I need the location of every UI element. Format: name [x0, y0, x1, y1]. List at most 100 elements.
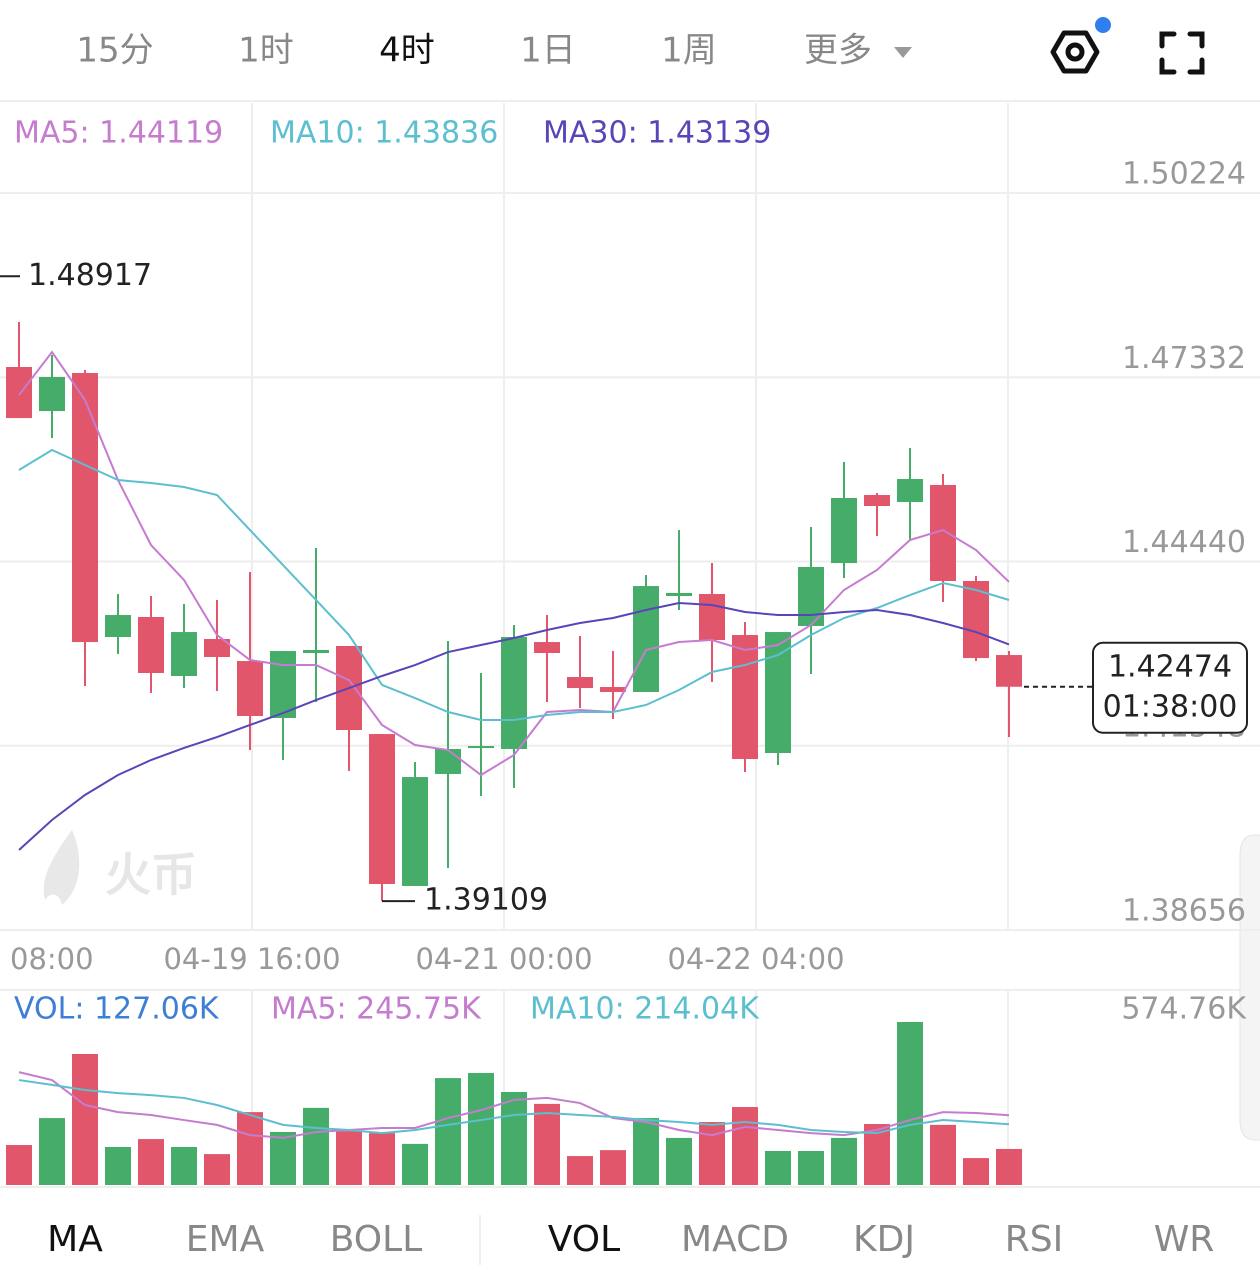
indicator-tab[interactable]: WR: [1154, 1219, 1215, 1260]
indicator-tab[interactable]: MA: [47, 1219, 103, 1260]
watermark-logo: [43, 830, 80, 905]
candle-body: [303, 650, 329, 653]
candle-body: [600, 687, 626, 692]
legend-entry: MA10: 214.04K: [530, 992, 760, 1027]
indicator-tab[interactable]: RSI: [1005, 1219, 1063, 1260]
volume-bar: [204, 1154, 230, 1185]
max-label: 1.48917: [28, 258, 152, 293]
candle-body: [237, 661, 263, 717]
candle-body: [765, 632, 791, 754]
volume-bar: [732, 1107, 758, 1185]
candle-body: [105, 615, 131, 638]
settings-icon-core: [1065, 42, 1085, 62]
legend-entry: VOL: 127.06K: [14, 992, 220, 1027]
candle-body: [633, 586, 659, 692]
volume-bar: [270, 1131, 296, 1185]
tab[interactable]: 1日: [520, 31, 576, 71]
indicator-tab[interactable]: MACD: [681, 1219, 789, 1260]
volume-bar: [567, 1156, 593, 1185]
candle-body: [468, 746, 494, 749]
x-tick-label: 04-19 16:00: [163, 942, 340, 976]
volume-bar: [897, 1022, 923, 1185]
volume-bar: [633, 1118, 659, 1185]
volume-bar: [963, 1158, 989, 1185]
legend-entry: MA10: 1.43836: [270, 116, 498, 151]
volume-bar: [699, 1122, 725, 1185]
y-tick-label: 1.47332: [1122, 341, 1246, 376]
candle-body: [369, 734, 395, 885]
volume-bar: [171, 1146, 197, 1185]
tab[interactable]: 1周: [661, 31, 717, 71]
volume-bar: [864, 1124, 890, 1185]
indicator-tab[interactable]: KDJ: [853, 1219, 915, 1260]
volume-bar: [138, 1139, 164, 1185]
x-tick-label: 04-22 04:00: [667, 942, 844, 976]
last-price: 1.42474: [1108, 649, 1232, 684]
x-tick-label: 04-21 00:00: [415, 942, 592, 976]
candle-body: [897, 479, 923, 503]
last-price-box: [1092, 641, 1248, 734]
tab[interactable]: 15分: [76, 31, 153, 71]
tab[interactable]: 1时: [238, 31, 294, 71]
candle-body: [732, 635, 758, 760]
candle-body: [435, 749, 461, 774]
fullscreen-icon[interactable]: [1159, 31, 1205, 75]
candle-body: [864, 494, 890, 507]
legend-entry: MA30: 1.43139: [543, 116, 771, 151]
top-tabs: 15分 1时 4时 1日 1周 更多: [0, 17, 1260, 102]
volume-bar: [369, 1133, 395, 1185]
x-tick-label: 08:00: [10, 942, 94, 976]
ma-line: [18, 350, 1010, 777]
dropdown-arrow[interactable]: [894, 47, 912, 58]
volume-bar: [666, 1137, 692, 1185]
y-tick-label: 1.50224: [1122, 157, 1246, 192]
y-tick-label: 1.38656: [1122, 894, 1246, 929]
volume-bar: [534, 1103, 560, 1185]
candle-body: [6, 367, 32, 419]
candle-body: [171, 632, 197, 676]
volume-bar: [237, 1112, 263, 1185]
candle-body: [402, 777, 428, 886]
candle-body: [798, 566, 824, 626]
volume-bar: [501, 1091, 527, 1185]
ma-line: [18, 1071, 1010, 1139]
candle-body: [534, 642, 560, 653]
candle-body: [39, 377, 65, 412]
volume-bar: [798, 1150, 824, 1185]
volume-bar: [6, 1145, 32, 1185]
indicator-tab[interactable]: BOLL: [330, 1219, 423, 1260]
indicator-tab[interactable]: EMA: [186, 1219, 265, 1260]
volume-bar: [765, 1150, 791, 1185]
notification-dot: [1095, 17, 1111, 33]
volume-bar: [39, 1118, 65, 1185]
tab[interactable]: 4时: [379, 31, 435, 71]
legend-entry: MA5: 1.44119: [14, 116, 223, 151]
volume-bar: [930, 1124, 956, 1185]
bottom-tabs: MA EMA BOLL VOL MACD KDJ RSI WR: [47, 1215, 1214, 1265]
volume-bar: [336, 1131, 362, 1185]
volume-bar: [105, 1146, 131, 1185]
candle-body: [963, 581, 989, 659]
watermark: 火币: [105, 848, 197, 902]
countdown: 01:38:00: [1103, 689, 1238, 724]
candle-body: [567, 677, 593, 689]
candle-body: [831, 497, 857, 564]
candle-body: [501, 637, 527, 750]
ma-line: [18, 1079, 1010, 1135]
volume-bar: [600, 1150, 626, 1185]
candle-body: [138, 617, 164, 673]
y-tick-label: 574.76K: [1121, 992, 1247, 1027]
side-handle[interactable]: [1239, 834, 1260, 1141]
indicator-tab[interactable]: VOL: [548, 1219, 620, 1260]
volume-bar: [402, 1143, 428, 1185]
volume-bar: [435, 1078, 461, 1185]
settings-icon[interactable]: [1050, 30, 1100, 74]
candle-body: [699, 594, 725, 640]
chart-frame: 火币: [0, 103, 1260, 1188]
candle-body: [204, 638, 230, 658]
ma-line: [18, 448, 1010, 722]
candle-body: [72, 372, 98, 643]
volume-bar: [831, 1137, 857, 1185]
tab[interactable]: 更多: [804, 31, 872, 71]
